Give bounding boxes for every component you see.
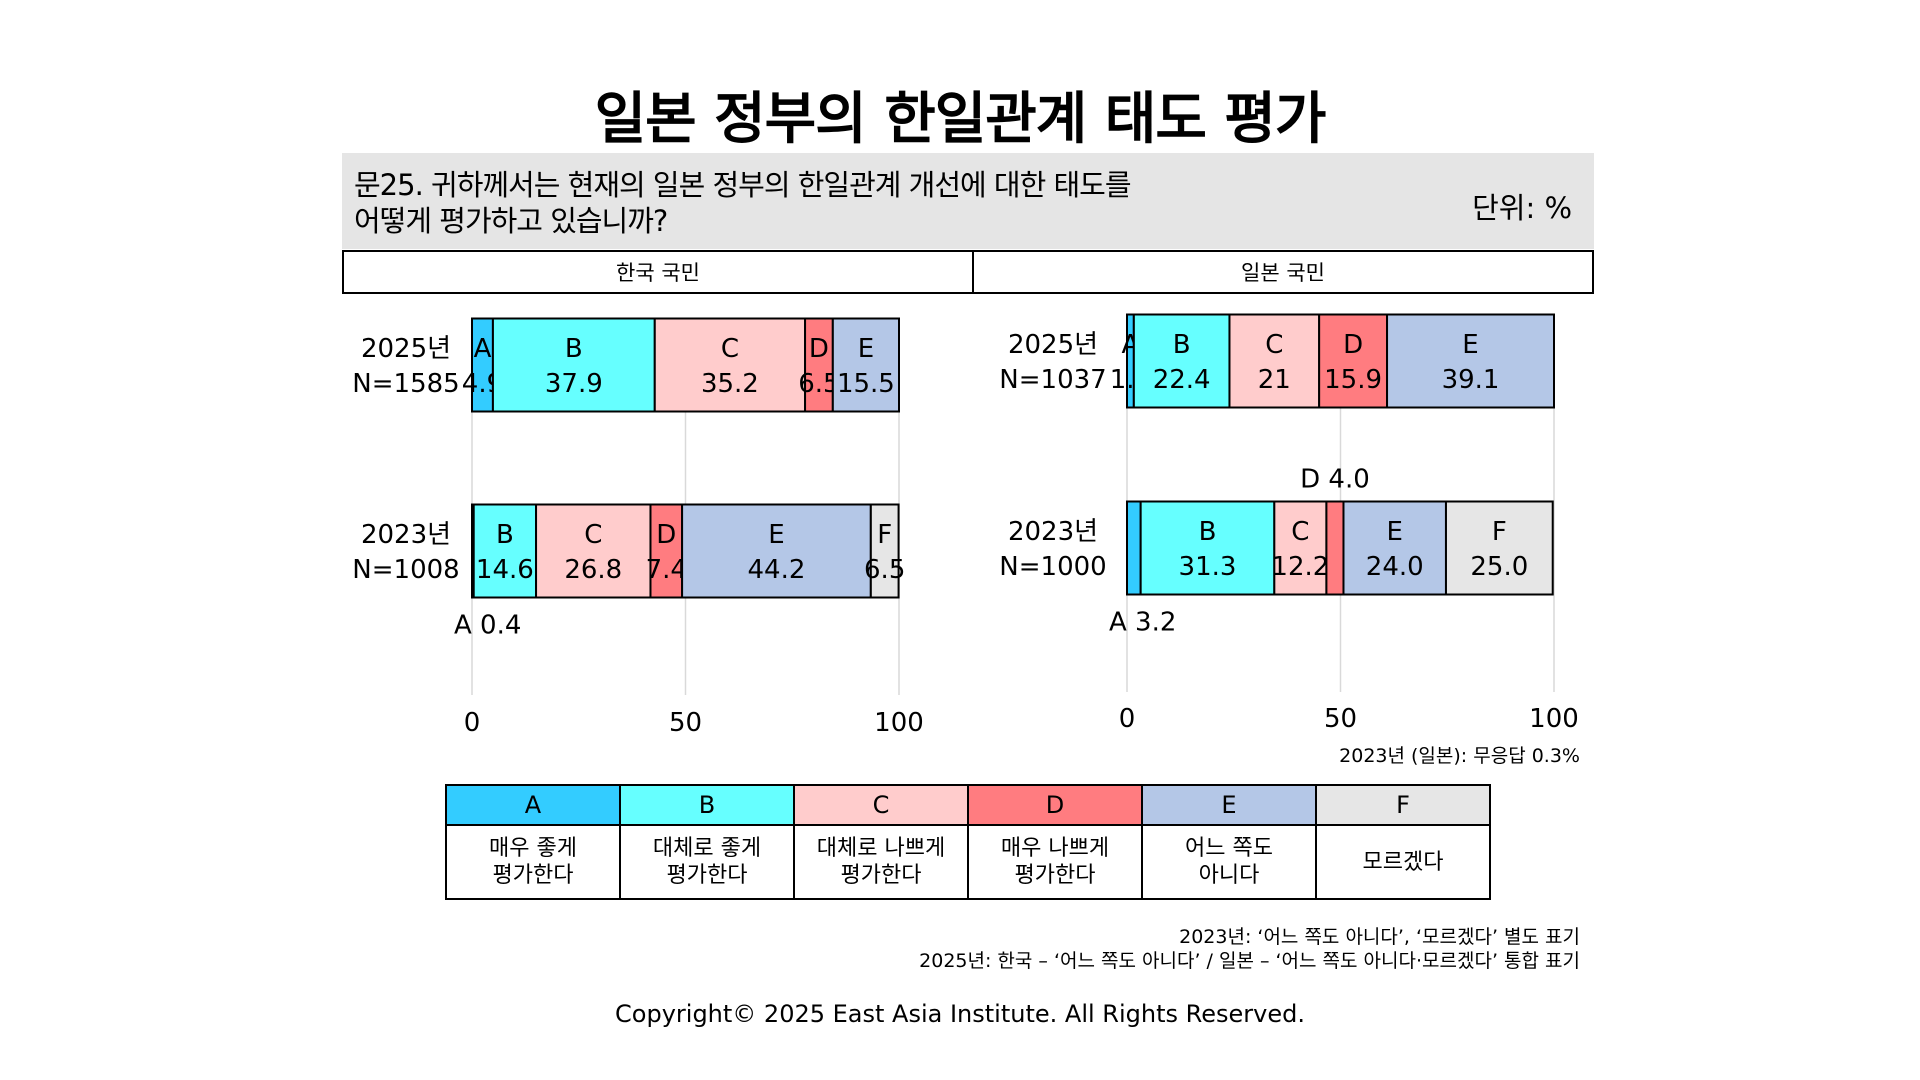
legend-desc-e: 어느 쪽도 아니다 [1141, 824, 1317, 900]
question-box: 문25. 귀하께서는 현재의 일본 정부의 한일관계 개선에 대한 태도를 어떻… [342, 153, 1594, 249]
bar-segment-d [1318, 313, 1389, 409]
legend-key-c: C [793, 784, 969, 826]
bar-segment-d [649, 503, 684, 599]
chart-korea: 0 50 1002025년N=1585A4.9B37.9C35.2D6.5E15.5… [352, 317, 924, 738]
bar-segment-d [1325, 500, 1345, 596]
question-line-1: 문25. 귀하께서는 현재의 일본 정부의 한일관계 개선에 대한 태도를 [354, 168, 1132, 202]
segment-key-label: A [474, 334, 492, 364]
data-label-outside: D 4.0 [1300, 465, 1370, 495]
data-label: 15.5 [837, 369, 895, 399]
chart-japan: 0 50 1002025년N=1037A1.6B22.4C21D15.9E39.12… [999, 313, 1579, 734]
row-label-n: N=1037 [999, 365, 1106, 395]
legend-key-e: E [1141, 784, 1317, 826]
data-label: 31.3 [1179, 552, 1237, 582]
legend-key-f: F [1315, 784, 1491, 826]
row-label-year: 2023년 [1008, 517, 1098, 547]
segment-key-label: E [1462, 330, 1478, 360]
chart-title: 일본 정부의 한일관계 태도 평가 [594, 87, 1327, 152]
data-label: 12.2 [1271, 552, 1329, 582]
segment-key-label: C [721, 334, 739, 364]
bar-segment-b [1132, 313, 1231, 409]
data-label-outside: A 0.4 [454, 611, 521, 641]
legend-key-d: D [967, 784, 1143, 826]
row-label-year: 2023년 [361, 520, 451, 550]
bar-segment-e [1386, 313, 1555, 409]
bar-segment-e [681, 503, 872, 599]
question-line-2: 어떻게 평가하고 있습니까? [354, 204, 668, 238]
question-text: 문25. 귀하께서는 현재의 일본 정부의 한일관계 개선에 대한 태도를 어떻… [354, 167, 1132, 239]
segment-key-label: B [1173, 330, 1191, 360]
data-label: 37.9 [545, 369, 603, 399]
data-label: 7.4 [646, 555, 687, 585]
data-label: 39.1 [1442, 365, 1500, 395]
footnote-2025: 2025년: 한국 – ‘어느 쪽도 아니다’ / 일본 – ‘어느 쪽도 아니… [919, 950, 1580, 972]
data-label: 44.2 [748, 555, 806, 585]
legend-desc-f: 모르겠다 [1315, 824, 1491, 900]
segment-key-label: C [1291, 517, 1309, 547]
legend-desc-a: 매우 좋게 평가한다 [445, 824, 621, 900]
segment-key-label: F [1492, 517, 1507, 547]
legend-desc-d: 매우 나쁘게 평가한다 [967, 824, 1143, 900]
row-label-year: 2025년 [1008, 330, 1098, 360]
segment-key-label: D [656, 520, 676, 550]
x-tick-label: 100 [1529, 704, 1579, 734]
unit-label: 단위: % [1472, 191, 1572, 225]
data-label: 24.0 [1366, 552, 1424, 582]
row-label-n: N=1000 [999, 552, 1106, 582]
footnote-2023: 2023년: ‘어느 쪽도 아니다’, ‘모르겠다’ 별도 표기 [1179, 926, 1580, 948]
segment-key-label: E [768, 520, 784, 550]
x-tick-label: 50 [1324, 704, 1357, 734]
legend-desc-b: 대체로 좋게 평가한다 [619, 824, 795, 900]
segment-key-label: C [1265, 330, 1283, 360]
data-label: 35.2 [701, 369, 759, 399]
bar-segment-e [1342, 500, 1447, 596]
japan-note: 2023년 (일본): 무응답 0.3% [1339, 745, 1580, 767]
panel-header-japan: 일본 국민 [972, 250, 1594, 294]
legend-key-b: B [619, 784, 795, 826]
bar-segment-c [535, 503, 652, 599]
segment-key-label: D [809, 334, 829, 364]
bar-segment-f [1444, 500, 1554, 596]
bar-segment-b [1139, 500, 1276, 596]
bar-segment-e [831, 317, 900, 413]
bar-segment-a [1126, 500, 1142, 596]
segment-key-label: F [877, 520, 892, 550]
copyright: Copyright© 2025 East Asia Institute. All… [615, 1000, 1305, 1028]
legend-desc-row: 매우 좋게 평가한다 대체로 좋게 평가한다 대체로 나쁘게 평가한다 매우 나쁘게 평가한다… [445, 824, 1491, 900]
bar-segment-c [653, 317, 807, 413]
segment-key-label: E [1387, 517, 1403, 547]
x-tick-label: 50 [669, 708, 702, 738]
data-label: 26.8 [564, 555, 622, 585]
data-label: 6.5 [864, 555, 905, 585]
legend-key-a: A [445, 784, 621, 826]
segment-key-label: D [1343, 330, 1363, 360]
x-tick-label: 0 [464, 708, 481, 738]
stacked-bar-charts: 0 50 1002025년N=1585A4.9B37.9C35.2D6.5E15.5… [352, 313, 1579, 738]
data-label: 21 [1258, 365, 1291, 395]
bar-segment-b [491, 317, 656, 413]
data-label-outside: A 3.2 [1109, 608, 1176, 638]
data-label: 15.9 [1324, 365, 1382, 395]
panel-header-korea: 한국 국민 [342, 250, 974, 294]
x-tick-label: 0 [1119, 704, 1136, 734]
data-label: 14.6 [476, 555, 534, 585]
x-tick-label: 100 [874, 708, 924, 738]
row-label-n: N=1585 [352, 369, 459, 399]
bar-segment-f [869, 503, 900, 599]
segment-key-label: B [1199, 517, 1217, 547]
segment-key-label: C [584, 520, 602, 550]
segment-key-label: B [496, 520, 514, 550]
legend-desc-c: 대체로 나쁘게 평가한다 [793, 824, 969, 900]
row-label-year: 2025년 [361, 334, 451, 364]
segment-key-label: B [565, 334, 583, 364]
data-label: 22.4 [1153, 365, 1211, 395]
segment-key-label: E [858, 334, 874, 364]
data-label: 25.0 [1470, 552, 1528, 582]
row-label-n: N=1008 [352, 555, 459, 585]
